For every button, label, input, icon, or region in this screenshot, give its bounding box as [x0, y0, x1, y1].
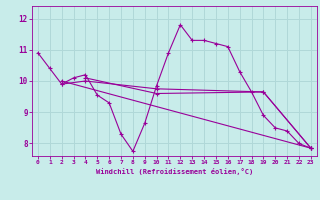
- X-axis label: Windchill (Refroidissement éolien,°C): Windchill (Refroidissement éolien,°C): [96, 168, 253, 175]
